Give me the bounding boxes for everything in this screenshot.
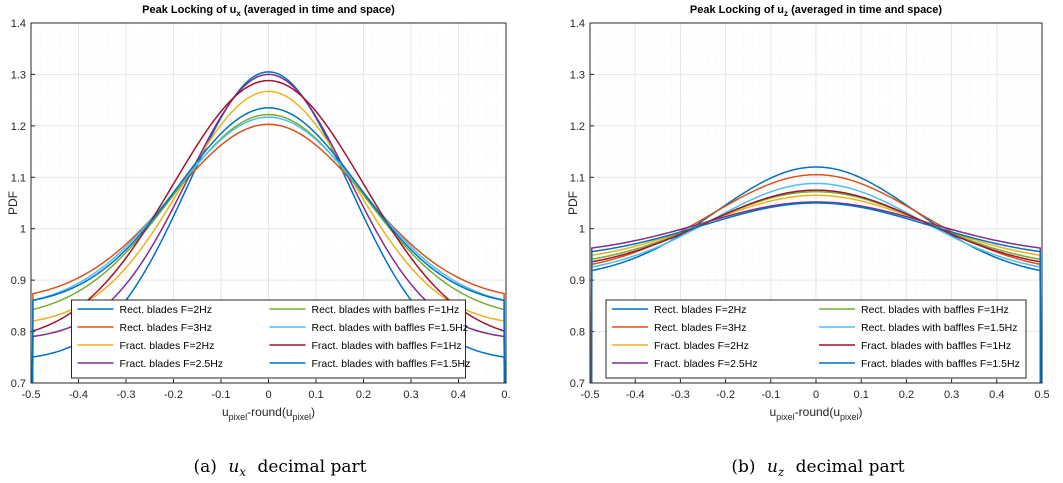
series-line — [31, 79, 506, 383]
xlabel-mid: -round(u — [247, 405, 292, 419]
xtick-label: -0.5 — [581, 389, 600, 401]
caption-b: (b) uz decimal part — [731, 457, 904, 481]
xlabel-end: ) — [311, 405, 315, 419]
chart-title: Peak Locking of ux (averaged in time and… — [142, 4, 395, 18]
xtick-label: 0.4 — [989, 389, 1004, 401]
ytick-label: 1.3 — [11, 69, 26, 81]
xtick-label: -0.4 — [69, 389, 88, 401]
legend-box — [71, 299, 466, 379]
ytick-label: 1.1 — [11, 172, 26, 184]
ytick-label: 0.9 — [570, 275, 585, 287]
title-text-end: (averaged in time and space) — [788, 4, 942, 16]
legend-label: Fract. blades F=2.5Hz — [654, 358, 758, 370]
ytick-label: 1.3 — [570, 69, 585, 81]
xtick-label: -0.3 — [671, 389, 690, 401]
series-line — [31, 123, 506, 383]
ylabel: PDF — [566, 191, 580, 215]
xtick-label: 0.2 — [899, 389, 914, 401]
legend-label: Rect. blades with baffles F=1.5Hz — [861, 322, 1018, 334]
xlabel: upixel-round(upixel) — [769, 405, 862, 422]
legend-label: Rect. blades F=3Hz — [120, 322, 213, 334]
series-line — [590, 202, 1042, 383]
legend-label: Fract. blades F=2Hz — [654, 340, 749, 352]
series-line — [590, 182, 1042, 383]
xlabel-sub: pixel — [293, 412, 312, 422]
legend-label: Fract. blades F=2Hz — [120, 340, 215, 352]
title-subscript: x — [236, 9, 241, 18]
legend: Rect. blades F=2Hz Rect. blades F=3Hz Frac… — [71, 299, 471, 379]
ytick-label: 0.7 — [11, 378, 26, 390]
panel-uz: -0.5 -0.4 -0.3 -0.2 -0.1 0 0.1 0.2 0.3 0.4 0.5 0.7 0… — [566, 4, 1050, 422]
chart-title: Peak Locking of uz (averaged in time and… — [690, 4, 943, 18]
xtick-label: -0.3 — [117, 389, 136, 401]
legend-label: Fract. blades F=2.5Hz — [120, 358, 224, 370]
legend-label: Fract. blades with baffles F=1.5Hz — [312, 358, 471, 370]
legend-label: Fract. blades with baffles F=1.5Hz — [861, 358, 1020, 370]
legend-label: Fract. blades with baffles F=1Hz — [861, 340, 1011, 352]
xtick-label: -0.2 — [716, 389, 735, 401]
legend-label: Fract. blades with baffles F=1Hz — [312, 340, 462, 352]
ytick-label: 1.4 — [11, 18, 26, 30]
xlabel-main: u — [222, 405, 229, 419]
xlabel-sub: pixel — [229, 412, 248, 422]
caption-a: (a) ux decimal part — [194, 457, 367, 481]
series-line — [590, 190, 1042, 383]
series-line — [31, 107, 506, 383]
xtick-label: 0.3 — [403, 389, 418, 401]
series-line — [590, 189, 1042, 383]
series-line — [31, 113, 506, 383]
ytick-label: 1.1 — [570, 172, 585, 184]
xtick-label: 0.4 — [451, 389, 466, 401]
title-text-end: (averaged in time and space) — [241, 4, 395, 16]
xtick-label: -0.2 — [164, 389, 183, 401]
xtick-label: -0.1 — [212, 389, 231, 401]
ytick-label: 1.2 — [11, 121, 26, 133]
ytick-label: 0.7 — [570, 378, 585, 390]
xtick-label: 0.1 — [854, 389, 869, 401]
xlabel-mid: -round(u — [795, 405, 840, 419]
ytick-label: 0.8 — [11, 327, 26, 339]
xtick-label: -0.1 — [761, 389, 780, 401]
ytick-label: 0.8 — [570, 327, 585, 339]
title-text: Peak Locking of u — [142, 4, 236, 16]
xtick-label: -0.4 — [626, 389, 645, 401]
ytick-label: 1 — [20, 224, 26, 236]
axes-box — [30, 22, 507, 384]
ylabel: PDF — [6, 191, 20, 215]
series-line — [31, 116, 506, 383]
xlabel-sub: pixel — [776, 412, 795, 422]
xtick-label: -0.5 — [22, 389, 41, 401]
title-text: Peak Locking of u — [690, 4, 784, 16]
legend: Rect. blades F=2Hz Rect. blades F=3Hz Frac… — [605, 299, 1027, 379]
legend-label: Rect. blades F=3Hz — [654, 322, 747, 334]
title-subscript: z — [784, 9, 788, 18]
xlabel-end: ) — [859, 405, 863, 419]
xlabel-main: u — [769, 405, 776, 419]
xlabel: upixel-round(upixel) — [222, 405, 315, 422]
axes-box — [589, 22, 1043, 384]
ytick-label: 1.4 — [570, 18, 585, 30]
ytick-label: 1 — [579, 224, 585, 236]
legend-box — [605, 299, 1027, 379]
series-line — [31, 90, 506, 383]
legend-label: Rect. blades F=2Hz — [654, 304, 747, 316]
panel-ux: -0.5 -0.4 -0.3 -0.2 -0.1 0 0.1 0.2 0.3 0.4 0. 0.7 0.… — [6, 4, 511, 422]
legend-label: Rect. blades with baffles F=1Hz — [861, 304, 1009, 316]
series-line — [590, 194, 1042, 383]
xtick-label: 0.2 — [356, 389, 371, 401]
xtick-label: 0.5 — [1034, 389, 1049, 401]
xtick-label: 0.3 — [944, 389, 959, 401]
legend-label: Rect. blades F=2Hz — [120, 304, 213, 316]
legend-label: Rect. blades with baffles F=1Hz — [312, 304, 460, 316]
legend-label: Rect. blades with baffles F=1.5Hz — [312, 322, 469, 334]
xtick-label: 0 — [265, 389, 271, 401]
xtick-label: 0 — [813, 389, 819, 401]
xlabel-sub: pixel — [840, 412, 859, 422]
xtick-label: 0. — [501, 389, 510, 401]
ytick-label: 1.2 — [570, 121, 585, 133]
ytick-label: 0.9 — [11, 275, 26, 287]
series-line — [590, 201, 1042, 383]
xtick-label: 0.1 — [308, 389, 323, 401]
